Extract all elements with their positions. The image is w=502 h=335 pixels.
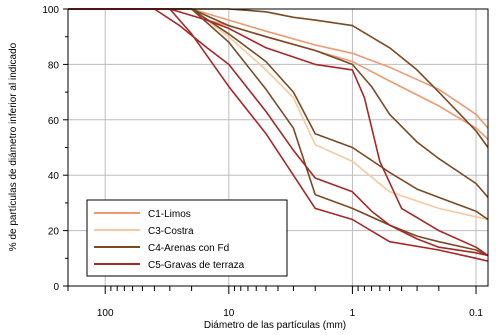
series-line-1	[68, 8, 489, 129]
legend-label: C1-Limos	[148, 209, 191, 220]
series-line-10	[68, 8, 489, 257]
y-tick-label: 20	[48, 227, 60, 238]
x-tick-label: 0.1	[469, 308, 483, 319]
x-tick-label: 10	[223, 308, 235, 319]
series-lines	[68, 8, 489, 262]
legend-label: C3-Costra	[148, 226, 194, 237]
y-axis-title: % de partículas de diámetro inferior al …	[8, 42, 19, 251]
x-tick-label: 100	[97, 308, 114, 319]
x-tick-label: 1	[350, 308, 356, 319]
y-tick-label: 40	[48, 171, 60, 182]
series-line-7	[68, 8, 489, 257]
series-line-9	[68, 8, 489, 262]
series-line-6	[68, 8, 489, 221]
series-line-5	[68, 8, 489, 198]
series-line-8	[68, 8, 489, 257]
y-tick-label: 60	[48, 116, 60, 127]
series-line-4	[68, 8, 489, 148]
y-tick-label: 80	[48, 60, 60, 71]
y-tick-label: 100	[42, 5, 59, 16]
x-axis-title: Diámetro de las partículas (mm)	[204, 320, 346, 331]
legend: C1-Limos C3-Costra C4-Arenas con Fd C5-Grav…	[86, 199, 288, 277]
y-tick-label: 0	[53, 282, 59, 293]
legend-label: C4-Arenas con Fd	[148, 243, 229, 254]
legend-label: C5-Gravas de terraza	[148, 260, 245, 271]
series-line-3	[68, 8, 489, 221]
axes: 100 10 1 0.1 0 20 40 60 80 100	[42, 5, 483, 319]
